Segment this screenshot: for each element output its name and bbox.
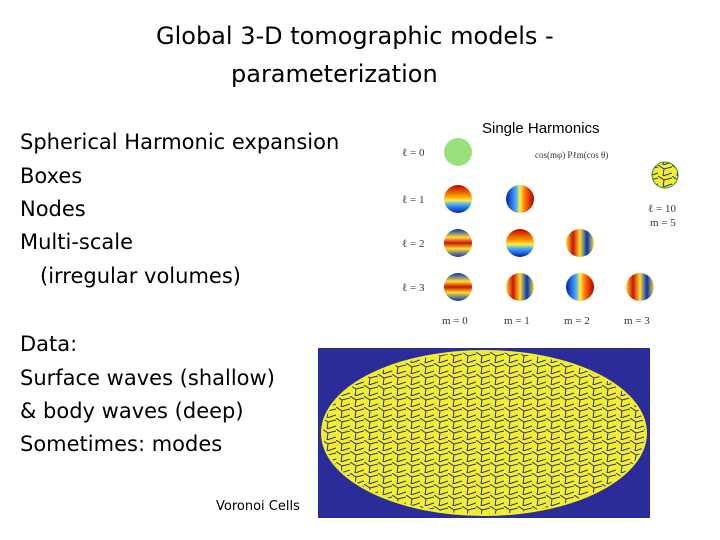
figure-title: Single Harmonics [482, 120, 600, 137]
sphere [506, 185, 534, 213]
sphere [444, 229, 472, 257]
voronoi-map [321, 350, 647, 516]
row-label: ℓ = 2 [402, 238, 424, 250]
map-caption: Voronoi Cells [216, 499, 300, 514]
column-label: m = 0 [442, 315, 468, 327]
sphere [651, 161, 679, 189]
list-item: Nodes [20, 197, 86, 221]
sphere [626, 273, 654, 301]
row-label: ℓ = 1 [402, 194, 424, 206]
sphere [444, 273, 472, 301]
sphere [506, 273, 534, 301]
column-label: m = 1 [504, 315, 530, 327]
column-label: m = 3 [624, 315, 650, 327]
data-note: Data: [20, 332, 78, 356]
sphere [444, 185, 472, 213]
row-label: ℓ = 0 [402, 147, 425, 159]
row-label: ℓ = 3 [402, 282, 425, 294]
sphere [506, 229, 534, 257]
list-item: Spherical Harmonic expansion [20, 130, 340, 154]
example-label: m = 5 [650, 217, 676, 229]
list-item: Multi-scale [20, 230, 134, 254]
column-label: m = 2 [564, 315, 590, 327]
title-line: Global 3-D tomographic models - [156, 22, 554, 50]
sphere [566, 273, 594, 301]
data-note: Surface waves (shallow) [20, 366, 275, 390]
example-label: ℓ = 10 [648, 203, 676, 215]
sphere [566, 229, 594, 257]
title-line: parameterization [231, 60, 438, 88]
sphere [444, 138, 472, 166]
data-note: & body waves (deep) [20, 399, 244, 423]
list-item: (irregular volumes) [40, 264, 241, 288]
formula: cos(mφ) Pℓm(cos θ) [535, 150, 608, 160]
list-item: Boxes [20, 164, 83, 188]
data-note: Sometimes: modes [20, 432, 223, 456]
